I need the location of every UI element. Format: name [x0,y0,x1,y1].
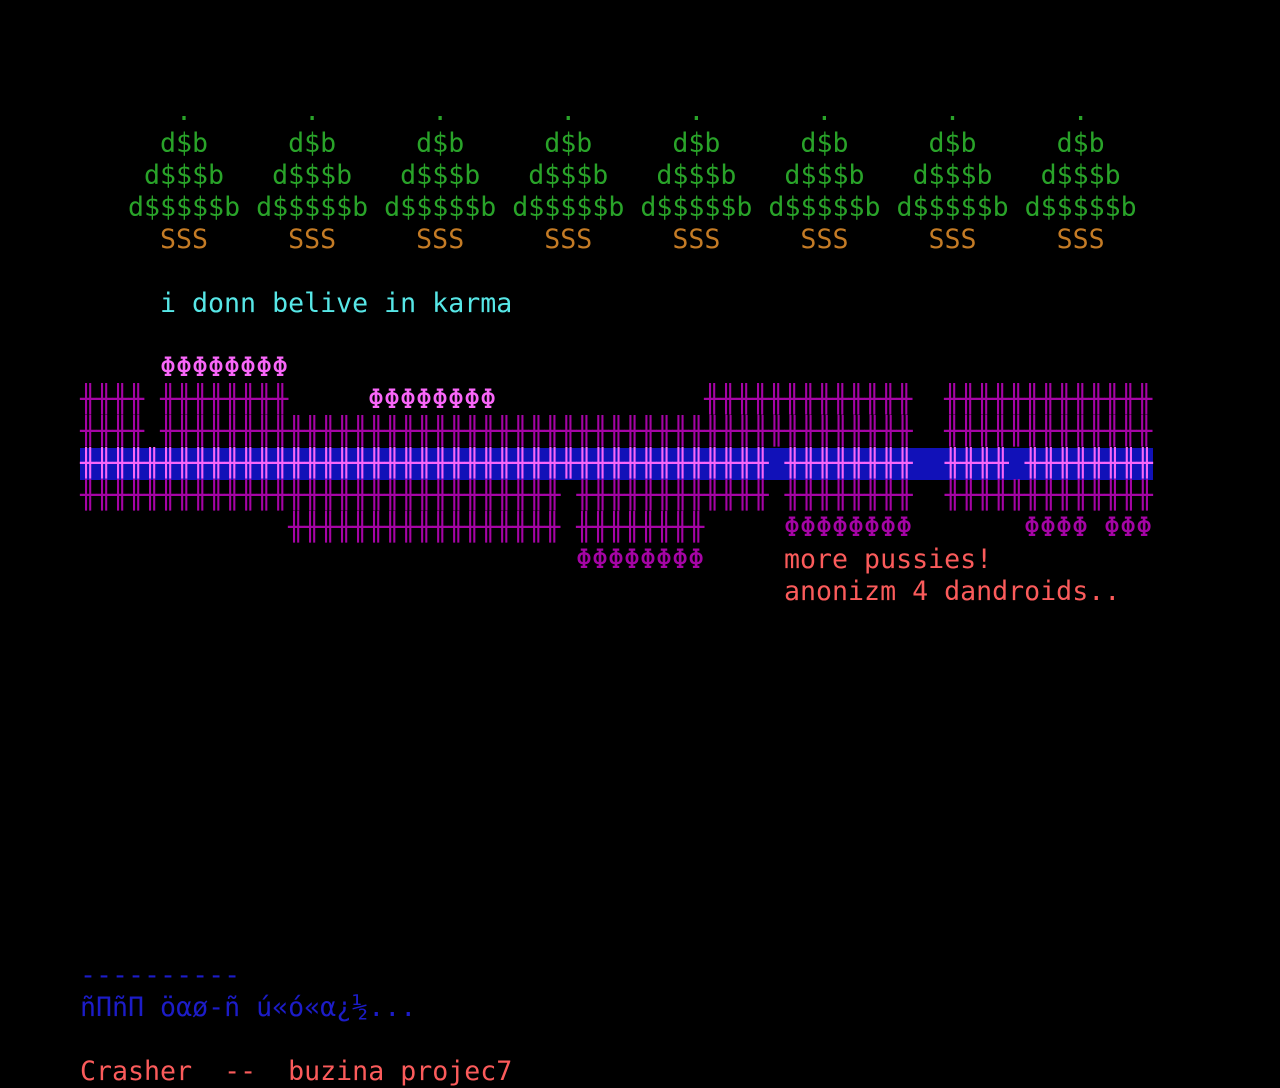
caption-anonizm: anonizm 4 dandroids.. [784,576,1121,607]
tree-tops: . . . . . . . . [176,96,1089,127]
tree-crown-row-2: d$$$b d$$$b d$$$b d$$$b d$$$b d$$$b d$$$… [144,160,1121,191]
fence-segment: ╫╫╫╫╫╫╫╫╫╫╫╫╫╫╫╫╫╫╫╫╫╫╫╫╫╫╫╫╫╫ ╫╫╫╫╫╫╫╫╫… [80,480,1153,511]
phi-ornament-far-right: ΦΦΦΦ ΦΦΦ [1024,512,1153,543]
fence-segment: ╫╫╫╫╫╫╫╫╫╫╫╫╫ [944,416,1153,447]
tree-crown-row-1: d$b d$b d$b d$b d$b d$b d$b d$b [160,128,1105,159]
phi-ornament-top-left: ΦΦΦΦΦΦΦΦ [160,352,289,383]
tree-crown-row-3: d$$$$$b d$$$$$b d$$$$$b d$$$$$b d$$$$$b … [128,192,1137,223]
fence-segment: ╫╫╫╫╫╫╫╫╫╫╫╫╫ [944,384,1153,415]
signature-crasher: Crasher -- buzina projec7 [80,1056,513,1087]
signature-symbols: ñΠñΠ öαø-ñ ú«ó«α¿½... [80,992,417,1023]
tree-trunks: SSS SSS SSS SSS SSS SSS SSS SSS [160,224,1105,255]
fence-segment: ╫╫╫╫╫╫╫╫╫╫╫╫╫ [704,384,913,415]
fence-blue-band: ╫╫╫╫╫╫╫╫╫╫╫╫╫╫╫╫╫╫╫╫╫╫╫╫╫╫╫╫╫╫╫╫╫╫╫╫╫╫╫╫… [80,448,1153,480]
fence-segment: ╫╫╫╫╫╫╫╫ [576,512,705,543]
fence-segment: ╫╫╫╫╫╫╫╫╫╫╫╫╫╫╫╫╫ [288,512,561,543]
fence-segment: ╫╫╫╫ [80,416,145,447]
fence-segment: ╫╫╫╫ [80,384,145,415]
divider-dashes: ---------- [80,960,241,991]
phi-ornament-bottom: ΦΦΦΦΦΦΦΦ [576,544,705,575]
phi-ornament-top-mid: ΦΦΦΦΦΦΦΦ [368,384,497,415]
fence-segment: ╫╫╫╫╫╫╫╫╫╫╫╫╫╫╫╫╫╫╫╫╫╫╫╫╫╫╫╫╫╫╫╫╫╫╫╫╫╫╫╫… [160,416,913,447]
phi-ornament-mid-right: ΦΦΦΦΦΦΦΦ [784,512,913,543]
caption-more-pussies: more pussies! [784,544,993,575]
fence-segment: ╫╫╫╫╫╫╫╫ [160,384,289,415]
quote-karma: i donn belive in karma [160,288,513,319]
